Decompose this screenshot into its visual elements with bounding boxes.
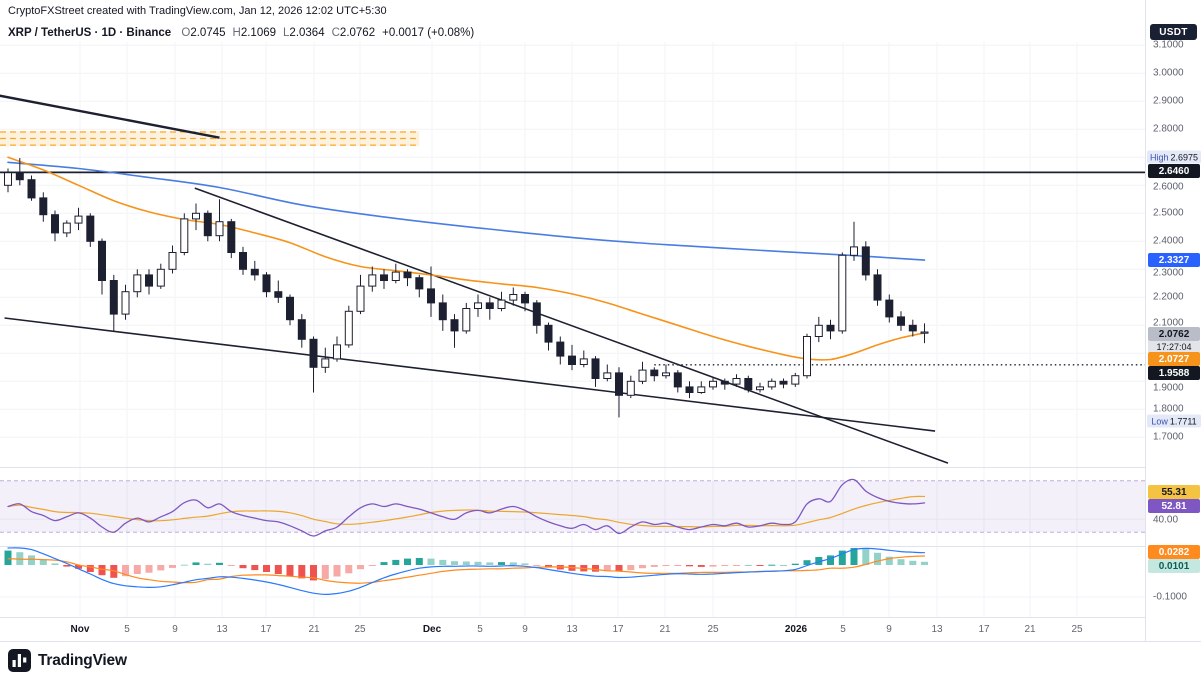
tradingview-logo-text: TradingView bbox=[38, 651, 127, 669]
change-value: +0.0017 (+0.08%) bbox=[382, 27, 475, 39]
axis-price-badge: 2.3327 bbox=[1148, 253, 1200, 267]
tradingview-logo[interactable]: TradingView bbox=[8, 649, 127, 672]
ohlc-label: H bbox=[232, 27, 241, 39]
axis-label: 3.0000 bbox=[1153, 67, 1184, 79]
time-axis-label: 9 bbox=[886, 624, 892, 635]
time-axis-label: 13 bbox=[931, 624, 943, 635]
axis-badge-wrap: 0.0101 bbox=[1148, 559, 1200, 573]
time-axis-label: 21 bbox=[1024, 624, 1036, 635]
axis-label: 2.8000 bbox=[1153, 123, 1184, 135]
axis-hl-value: 2.6975 bbox=[1170, 152, 1199, 162]
bar-countdown: 17:27:04 bbox=[1148, 341, 1200, 353]
axis-badge-wrap: 1.9588 bbox=[1148, 366, 1200, 380]
time-axis-label: 9 bbox=[172, 624, 178, 635]
ohlc-values: O2.0745 H2.1069 L2.0364 C2.0762 +0.0017 (+0.… bbox=[174, 27, 474, 39]
ohlc-value: 2.0364 bbox=[289, 27, 325, 39]
time-axis-label: 13 bbox=[566, 624, 578, 635]
axis-highlow-label: Low 1.7711 bbox=[1147, 414, 1201, 428]
ohlc-label: L bbox=[283, 27, 290, 39]
axis-badge-wrap: 2.0727 bbox=[1148, 352, 1200, 366]
time-axis-label: 5 bbox=[840, 624, 846, 635]
time-axis-label: 21 bbox=[659, 624, 671, 635]
axis-label: 2.5000 bbox=[1153, 207, 1184, 219]
ohlc-value: 2.0745 bbox=[190, 27, 226, 39]
time-axis-label: 17 bbox=[978, 624, 990, 635]
axis-badge-wrap: 55.31 bbox=[1148, 485, 1200, 499]
axis-price-badge: 2.0727 bbox=[1148, 352, 1200, 366]
time-axis-label: 25 bbox=[354, 624, 366, 635]
time-axis-label: 17 bbox=[612, 624, 624, 635]
axis-price-badge: 1.9588 bbox=[1148, 366, 1200, 380]
axis-badge-wrap: 0.0282 bbox=[1148, 545, 1200, 559]
axis-price-badge: 2.0762 bbox=[1148, 327, 1200, 341]
axis-label: 2.3000 bbox=[1153, 267, 1184, 279]
credit-bar: CryptoFXStreet created with TradingView.… bbox=[8, 5, 387, 17]
time-axis-label: 5 bbox=[124, 624, 130, 635]
axis-badge-wrap: 52.81 bbox=[1148, 499, 1200, 513]
symbol-title[interactable]: XRP / TetherUS · 1D · Binance bbox=[8, 27, 172, 39]
time-axis-label: Nov bbox=[70, 624, 90, 635]
axis-price-badge: 0.0101 bbox=[1148, 559, 1200, 573]
symbol-info-bar: XRP / TetherUS · 1D · Binance O2.0745 H2.… bbox=[8, 27, 474, 39]
time-axis-label: 25 bbox=[1071, 624, 1083, 635]
pane-separator-main-rsi[interactable] bbox=[0, 467, 1201, 468]
currency-badge[interactable]: USDT bbox=[1150, 24, 1197, 40]
axis-label: 1.7000 bbox=[1153, 431, 1184, 443]
axis-hl-prefix: High bbox=[1149, 152, 1169, 162]
time-axis-label: 21 bbox=[308, 624, 320, 635]
ohlc-label: C bbox=[331, 27, 340, 39]
axis-badge-wrap: 2.3327 bbox=[1148, 253, 1200, 267]
axis-label: 1.8000 bbox=[1153, 403, 1184, 415]
axis-label: 2.4000 bbox=[1153, 235, 1184, 247]
ohlc-label: O bbox=[181, 27, 191, 39]
axis-hl-value: 1.7711 bbox=[1169, 416, 1197, 426]
axis-label: -0.1000 bbox=[1153, 591, 1187, 603]
axis-highlow-label: High 2.6975 bbox=[1147, 150, 1201, 164]
axis-label: 40.00 bbox=[1153, 514, 1179, 526]
time-axis-label: 13 bbox=[216, 624, 228, 635]
axis-label: 1.9000 bbox=[1153, 382, 1184, 394]
axis-hl-prefix: Low bbox=[1151, 416, 1168, 426]
time-axis-label: 5 bbox=[477, 624, 483, 635]
axis-badge-wrap: 2.0762 17:27:04 bbox=[1148, 327, 1200, 353]
axis-price-badge: 55.31 bbox=[1148, 485, 1200, 499]
axis-price-badge: 52.81 bbox=[1148, 499, 1200, 513]
axis-badge-wrap: 2.6460 bbox=[1148, 164, 1200, 178]
time-axis-label: 9 bbox=[522, 624, 528, 635]
time-axis-label: 25 bbox=[707, 624, 719, 635]
ohlc-value: 2.1069 bbox=[240, 27, 277, 39]
axis-price-badge: 2.6460 bbox=[1148, 164, 1200, 178]
time-axis-label: 2026 bbox=[784, 624, 808, 635]
axis-label: 2.9000 bbox=[1153, 95, 1184, 107]
footer: TradingView bbox=[0, 642, 1201, 680]
axis-label: 2.2000 bbox=[1153, 291, 1184, 303]
axis-price-badge: 0.0282 bbox=[1148, 545, 1200, 559]
chart-canvas[interactable] bbox=[0, 0, 1145, 641]
time-axis-top-border bbox=[0, 617, 1201, 618]
time-axis[interactable]: Nov 5 9 13 17 21 25 Dec 5 9 13 17 21 25 2026 5 9 13 17 21 25 bbox=[0, 618, 1145, 641]
axis-label: 3.1000 bbox=[1153, 39, 1184, 51]
tradingview-logo-icon bbox=[8, 649, 31, 672]
time-axis-label: Dec bbox=[422, 624, 442, 635]
ohlc-value: 2.0762 bbox=[339, 27, 376, 39]
price-axis[interactable]: USDT 3.1000 3.0000 2.9000 2.8000 High 2.6975 2… bbox=[1145, 0, 1201, 641]
axis-label: 2.6000 bbox=[1153, 181, 1184, 193]
time-axis-bottom-border bbox=[0, 641, 1201, 642]
pane-separator-rsi-macd[interactable] bbox=[0, 546, 1201, 547]
time-axis-label: 17 bbox=[260, 624, 272, 635]
axis-label: 2.1000 bbox=[1153, 317, 1184, 329]
